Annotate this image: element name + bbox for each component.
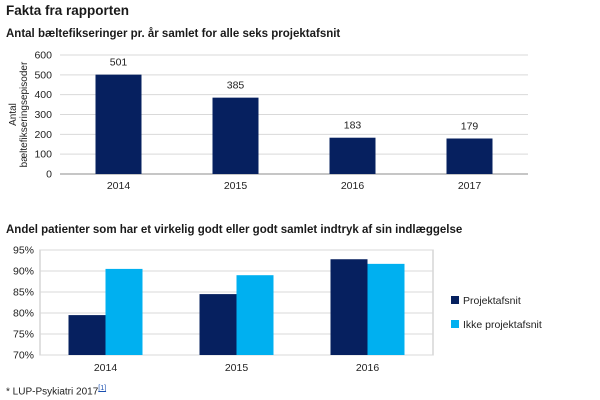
chart2-bar-projektafsnit (330, 259, 368, 355)
chart1-ytick-label: 200 (34, 129, 52, 141)
footnote-ref-link[interactable]: [1] (98, 385, 107, 392)
chart1-bar-chart: 0 100 200 300 400 500 600 501 385 183 179 2014 201… (8, 50, 528, 192)
chart1-ytick-label: 100 (34, 149, 52, 161)
chart2-ytick-label: 95% (13, 245, 34, 257)
page-title: Fakta fra rapporten (6, 3, 130, 18)
chart1-xtick-label: 2017 (458, 180, 482, 192)
chart1-data-label: 385 (227, 80, 245, 92)
chart2-ytick-label: 70% (13, 350, 34, 362)
chart2-ytick-label: 80% (13, 308, 34, 320)
chart1-ytick-label: 600 (34, 50, 52, 62)
chart2-bar-chart: 70% 75% 80% 85% 90% 95% 2014 2015 2016 Projekta… (13, 245, 542, 375)
chart1-bar (446, 138, 493, 174)
chart2-xtick-label: 2014 (94, 362, 118, 374)
chart2-bar-projektafsnit (68, 315, 106, 355)
chart2-xtick-label: 2015 (225, 362, 249, 374)
chart1-ylabel-line2: bæltefikseringsepisoder (19, 61, 30, 167)
footnote: * LUP-Psykiatri 2017[1] (6, 382, 106, 397)
chart2-bar-ikke-projektafsnit (105, 268, 143, 355)
chart1-bar (95, 74, 142, 174)
chart2-ytick-label: 85% (13, 287, 34, 299)
chart1-bar (212, 97, 259, 174)
chart1-title: Antal bæltefikseringer pr. år samlet for… (6, 28, 341, 40)
chart2-legend-swatch (451, 320, 459, 328)
chart1-ytick-label: 0 (46, 169, 52, 181)
chart2-ytick-label: 90% (13, 266, 34, 278)
chart1-ytick-label: 500 (34, 69, 52, 81)
chart2-bar-ikke-projektafsnit (367, 263, 405, 355)
chart1-xtick-label: 2015 (224, 180, 248, 192)
chart2-title: Andel patienter som har et virkelig godt… (6, 224, 463, 236)
chart2-legend-label: Ikke projektafsnit (463, 319, 542, 331)
chart1-data-label: 501 (110, 57, 128, 69)
chart1-data-label: 183 (344, 120, 362, 132)
chart2-bar-ikke-projektafsnit (236, 275, 274, 355)
chart2-legend-label: Projektafsnit (463, 295, 521, 307)
footnote-text: * LUP-Psykiatri 2017 (6, 386, 99, 398)
chart2-bar-projektafsnit (199, 294, 237, 355)
chart1-xtick-label: 2014 (107, 180, 131, 192)
chart1-ytick-label: 400 (34, 89, 52, 101)
chart1-bar (329, 137, 376, 174)
chart2-ytick-label: 75% (13, 329, 34, 341)
chart1-data-label: 179 (461, 120, 479, 132)
chart1-ytick-label: 300 (34, 109, 52, 121)
chart1-ylabel-line1: Antal (8, 103, 19, 126)
chart2-legend-swatch (451, 296, 459, 304)
chart1-xtick-label: 2016 (341, 180, 365, 192)
chart2-xtick-label: 2016 (356, 362, 380, 374)
